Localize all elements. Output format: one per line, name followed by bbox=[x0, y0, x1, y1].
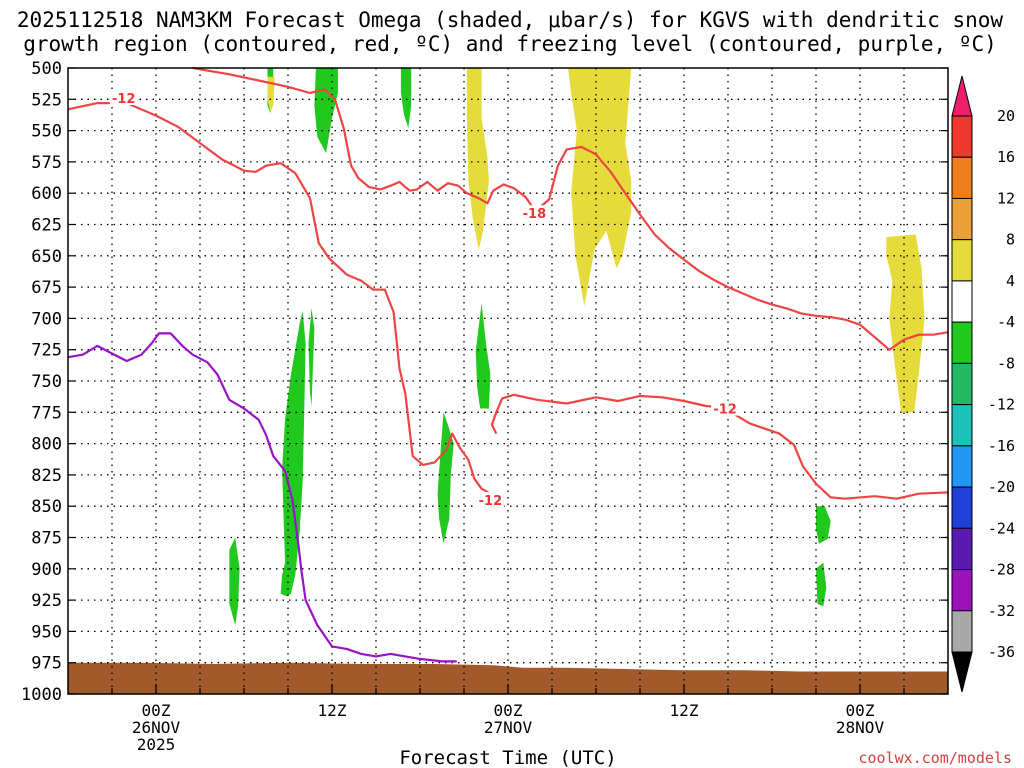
omega-region bbox=[886, 234, 925, 413]
omega-region bbox=[229, 537, 240, 626]
y-tick-label: 500 bbox=[31, 59, 62, 79]
colorbar-label: 8 bbox=[1006, 231, 1015, 249]
x-tick-label: 26NOV bbox=[132, 718, 181, 737]
x-axis-label: Forecast Time (UTC) bbox=[399, 747, 616, 768]
y-tick-label: 725 bbox=[31, 341, 62, 361]
colorbar-label: 20 bbox=[997, 107, 1015, 125]
colorbar-label: -4 bbox=[997, 313, 1015, 331]
y-tick-label: 900 bbox=[31, 560, 62, 580]
colorbar-bottom-arrow bbox=[951, 651, 973, 693]
omega-region bbox=[308, 308, 315, 406]
contour-label: -12 bbox=[112, 92, 136, 107]
y-tick-label: 1000 bbox=[21, 685, 62, 705]
colorbar-swatch bbox=[951, 445, 973, 488]
colorbar-label: -36 bbox=[988, 643, 1015, 661]
contour-label: -12 bbox=[713, 403, 737, 418]
omega-shading bbox=[229, 68, 925, 626]
y-tick-label: 850 bbox=[31, 497, 62, 517]
colorbar-label: -32 bbox=[988, 602, 1015, 620]
omega-region bbox=[280, 310, 306, 597]
x-tick-label: 00Z bbox=[494, 701, 523, 720]
contour-line bbox=[67, 332, 457, 663]
omega-region bbox=[314, 68, 338, 154]
colorbar-swatch bbox=[951, 610, 973, 653]
x-tick-label: 00Z bbox=[142, 701, 171, 720]
contour-label-bg bbox=[711, 400, 740, 416]
y-tick-label: 875 bbox=[31, 529, 62, 549]
colorbar-label: 12 bbox=[997, 189, 1015, 207]
colorbar-label: 4 bbox=[1006, 272, 1015, 290]
x-tick-label: 28NOV bbox=[836, 718, 885, 737]
chart-title-line-2: growth region (contoured, red, ºC) and f… bbox=[23, 32, 997, 56]
chart-title-line-1: 2025112518 NAM3KM Forecast Omega (shaded… bbox=[17, 8, 1004, 32]
omega-region bbox=[437, 412, 454, 544]
y-tick-label: 925 bbox=[31, 591, 62, 611]
colorbar-label: -24 bbox=[988, 519, 1015, 537]
colorbar-label: -16 bbox=[988, 437, 1015, 455]
x-tick-label: 27NOV bbox=[484, 718, 533, 737]
credit-text: coolwx.com/models bbox=[858, 749, 1012, 767]
contour-line bbox=[67, 101, 491, 495]
colorbar-label: -20 bbox=[988, 478, 1015, 496]
omega-region bbox=[267, 76, 275, 112]
x-tick-label: 12Z bbox=[670, 701, 699, 720]
colorbar-swatch bbox=[951, 404, 973, 447]
colorbar-swatch bbox=[951, 527, 973, 571]
contour-line bbox=[192, 66, 949, 351]
colorbar: 20 16 12 8 4 -4 -8 -12 -16 -20 -24 -28 -32 -36 bbox=[951, 75, 1015, 693]
colorbar-label: 16 bbox=[997, 148, 1015, 166]
colorbar-swatch bbox=[951, 321, 973, 364]
colorbar-top-arrow bbox=[951, 75, 973, 117]
omega-region bbox=[816, 562, 827, 607]
y-tick-label: 750 bbox=[31, 372, 62, 392]
y-tick-label: 825 bbox=[31, 466, 62, 486]
y-tick-label: 775 bbox=[31, 403, 62, 423]
y-tick-label: 625 bbox=[31, 216, 62, 236]
omega-region bbox=[816, 506, 831, 544]
grid-lines bbox=[68, 68, 948, 694]
colorbar-swatch bbox=[951, 486, 973, 529]
y-tick-label: 800 bbox=[31, 435, 62, 455]
y-tick-label: 675 bbox=[31, 278, 62, 298]
colorbar-swatch bbox=[951, 280, 973, 323]
colorbar-swatch bbox=[951, 239, 973, 282]
omega-region bbox=[568, 68, 632, 306]
colorbar-swatch bbox=[951, 115, 973, 158]
omega-region bbox=[475, 303, 491, 409]
colorbar-label: -8 bbox=[997, 354, 1015, 372]
contour-label: -12 bbox=[479, 494, 503, 509]
colorbar-swatch bbox=[951, 156, 973, 199]
colorbar-label: -28 bbox=[988, 561, 1015, 579]
colorbar-swatch bbox=[951, 197, 973, 241]
y-tick-label: 600 bbox=[31, 184, 62, 204]
omega-region bbox=[466, 68, 489, 250]
y-tick-label: 950 bbox=[31, 622, 62, 642]
colorbar-swatch bbox=[951, 569, 973, 612]
y-tick-label: 650 bbox=[31, 247, 62, 267]
x-tick-label: 2025 bbox=[137, 735, 176, 754]
contour-label-bg bbox=[109, 90, 138, 106]
y-tick-label: 975 bbox=[31, 654, 62, 674]
contour-labels: -12 -18 -12 -12 bbox=[109, 90, 740, 509]
isotherm-contours bbox=[67, 66, 949, 663]
contour-label-bg bbox=[520, 205, 549, 221]
colorbar-label: -12 bbox=[988, 396, 1015, 414]
contour-label-bg bbox=[476, 491, 505, 507]
y-tick-label: 525 bbox=[31, 90, 62, 110]
x-tick-label: 12Z bbox=[318, 701, 347, 720]
contour-label: -18 bbox=[523, 207, 547, 222]
y-tick-label: 575 bbox=[31, 153, 62, 173]
y-axis: 500 525 550 575 600 625 650 675 700 725 750 775 800 8… bbox=[21, 59, 948, 705]
y-tick-label: 550 bbox=[31, 122, 62, 142]
omega-region bbox=[400, 68, 412, 129]
colorbar-swatch bbox=[951, 362, 973, 406]
x-tick-label: 00Z bbox=[846, 701, 875, 720]
y-tick-label: 700 bbox=[31, 309, 62, 329]
